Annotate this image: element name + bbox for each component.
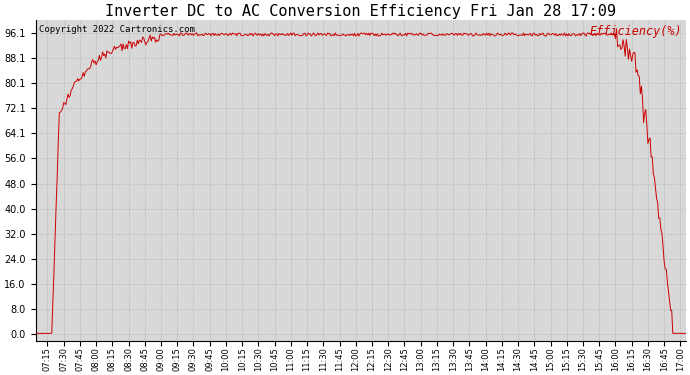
Text: Copyright 2022 Cartronics.com: Copyright 2022 Cartronics.com [39,25,195,34]
Title: Inverter DC to AC Conversion Efficiency Fri Jan 28 17:09: Inverter DC to AC Conversion Efficiency … [105,4,616,19]
Text: Efficiency(%): Efficiency(%) [590,25,682,38]
